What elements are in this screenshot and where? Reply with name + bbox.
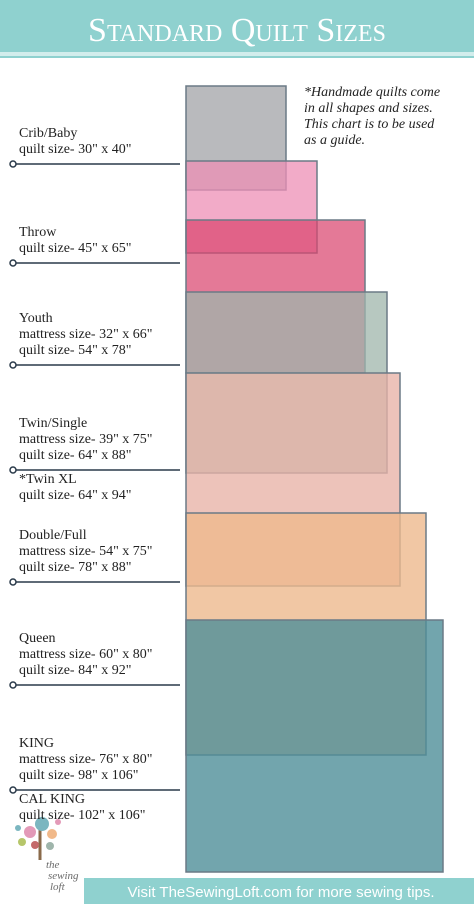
size-label: quilt size- 98" x 106" bbox=[19, 768, 139, 783]
logo-text: sewing bbox=[48, 870, 79, 882]
note-line: *Handmade quilts come bbox=[304, 85, 440, 100]
logo-text: the bbox=[46, 859, 60, 871]
size-label: quilt size- 84" x 92" bbox=[19, 663, 132, 678]
size-label: quilt size- 30" x 40" bbox=[19, 142, 132, 157]
footer-text: Visit TheSewingLoft.com for more sewing … bbox=[127, 884, 434, 901]
note-line: This chart is to be used bbox=[304, 117, 435, 132]
size-label: mattress size- 60" x 80" bbox=[19, 647, 153, 662]
size-label: quilt size- 45" x 65" bbox=[19, 241, 132, 256]
leader-dot bbox=[9, 578, 17, 586]
quilt-boxes bbox=[185, 85, 444, 873]
footer-bar bbox=[84, 878, 474, 904]
size-label: mattress size- 54" x 75" bbox=[19, 544, 153, 559]
note-line: in all shapes and sizes. bbox=[304, 101, 433, 116]
title: Standard Quilt Sizes bbox=[88, 12, 386, 49]
title-bar bbox=[0, 0, 474, 58]
leader-dot bbox=[9, 160, 17, 168]
size-label: KING bbox=[19, 736, 54, 751]
leader-dot bbox=[9, 466, 17, 474]
size-label: quilt size- 102" x 106" bbox=[19, 808, 146, 823]
size-label: mattress size- 76" x 80" bbox=[19, 752, 153, 767]
size-label: quilt size- 54" x 78" bbox=[19, 343, 132, 358]
note-line: as a guide. bbox=[304, 133, 365, 148]
size-label: Queen bbox=[19, 631, 56, 646]
title-rule bbox=[0, 52, 474, 56]
size-label: quilt size- 64" x 94" bbox=[19, 488, 132, 503]
logo-text: loft bbox=[50, 881, 66, 893]
size-label: Crib/Baby bbox=[19, 126, 77, 141]
leader-dot bbox=[9, 681, 17, 689]
size-label: CAL KING bbox=[19, 792, 85, 807]
leader-dot bbox=[9, 361, 17, 369]
size-label: mattress size- 39" x 75" bbox=[19, 432, 153, 447]
leader-dot bbox=[9, 259, 17, 267]
size-label: Youth bbox=[19, 311, 53, 326]
size-label: *Twin XL bbox=[19, 472, 77, 487]
size-label: Twin/Single bbox=[19, 416, 87, 431]
size-label: mattress size- 32" x 66" bbox=[19, 327, 153, 342]
size-label: Double/Full bbox=[19, 528, 87, 543]
size-label: quilt size- 78" x 88" bbox=[19, 560, 132, 575]
size-label: quilt size- 64" x 88" bbox=[19, 448, 132, 463]
king-box bbox=[185, 619, 444, 873]
size-label: Throw bbox=[19, 225, 57, 240]
leader-dot bbox=[9, 786, 17, 794]
